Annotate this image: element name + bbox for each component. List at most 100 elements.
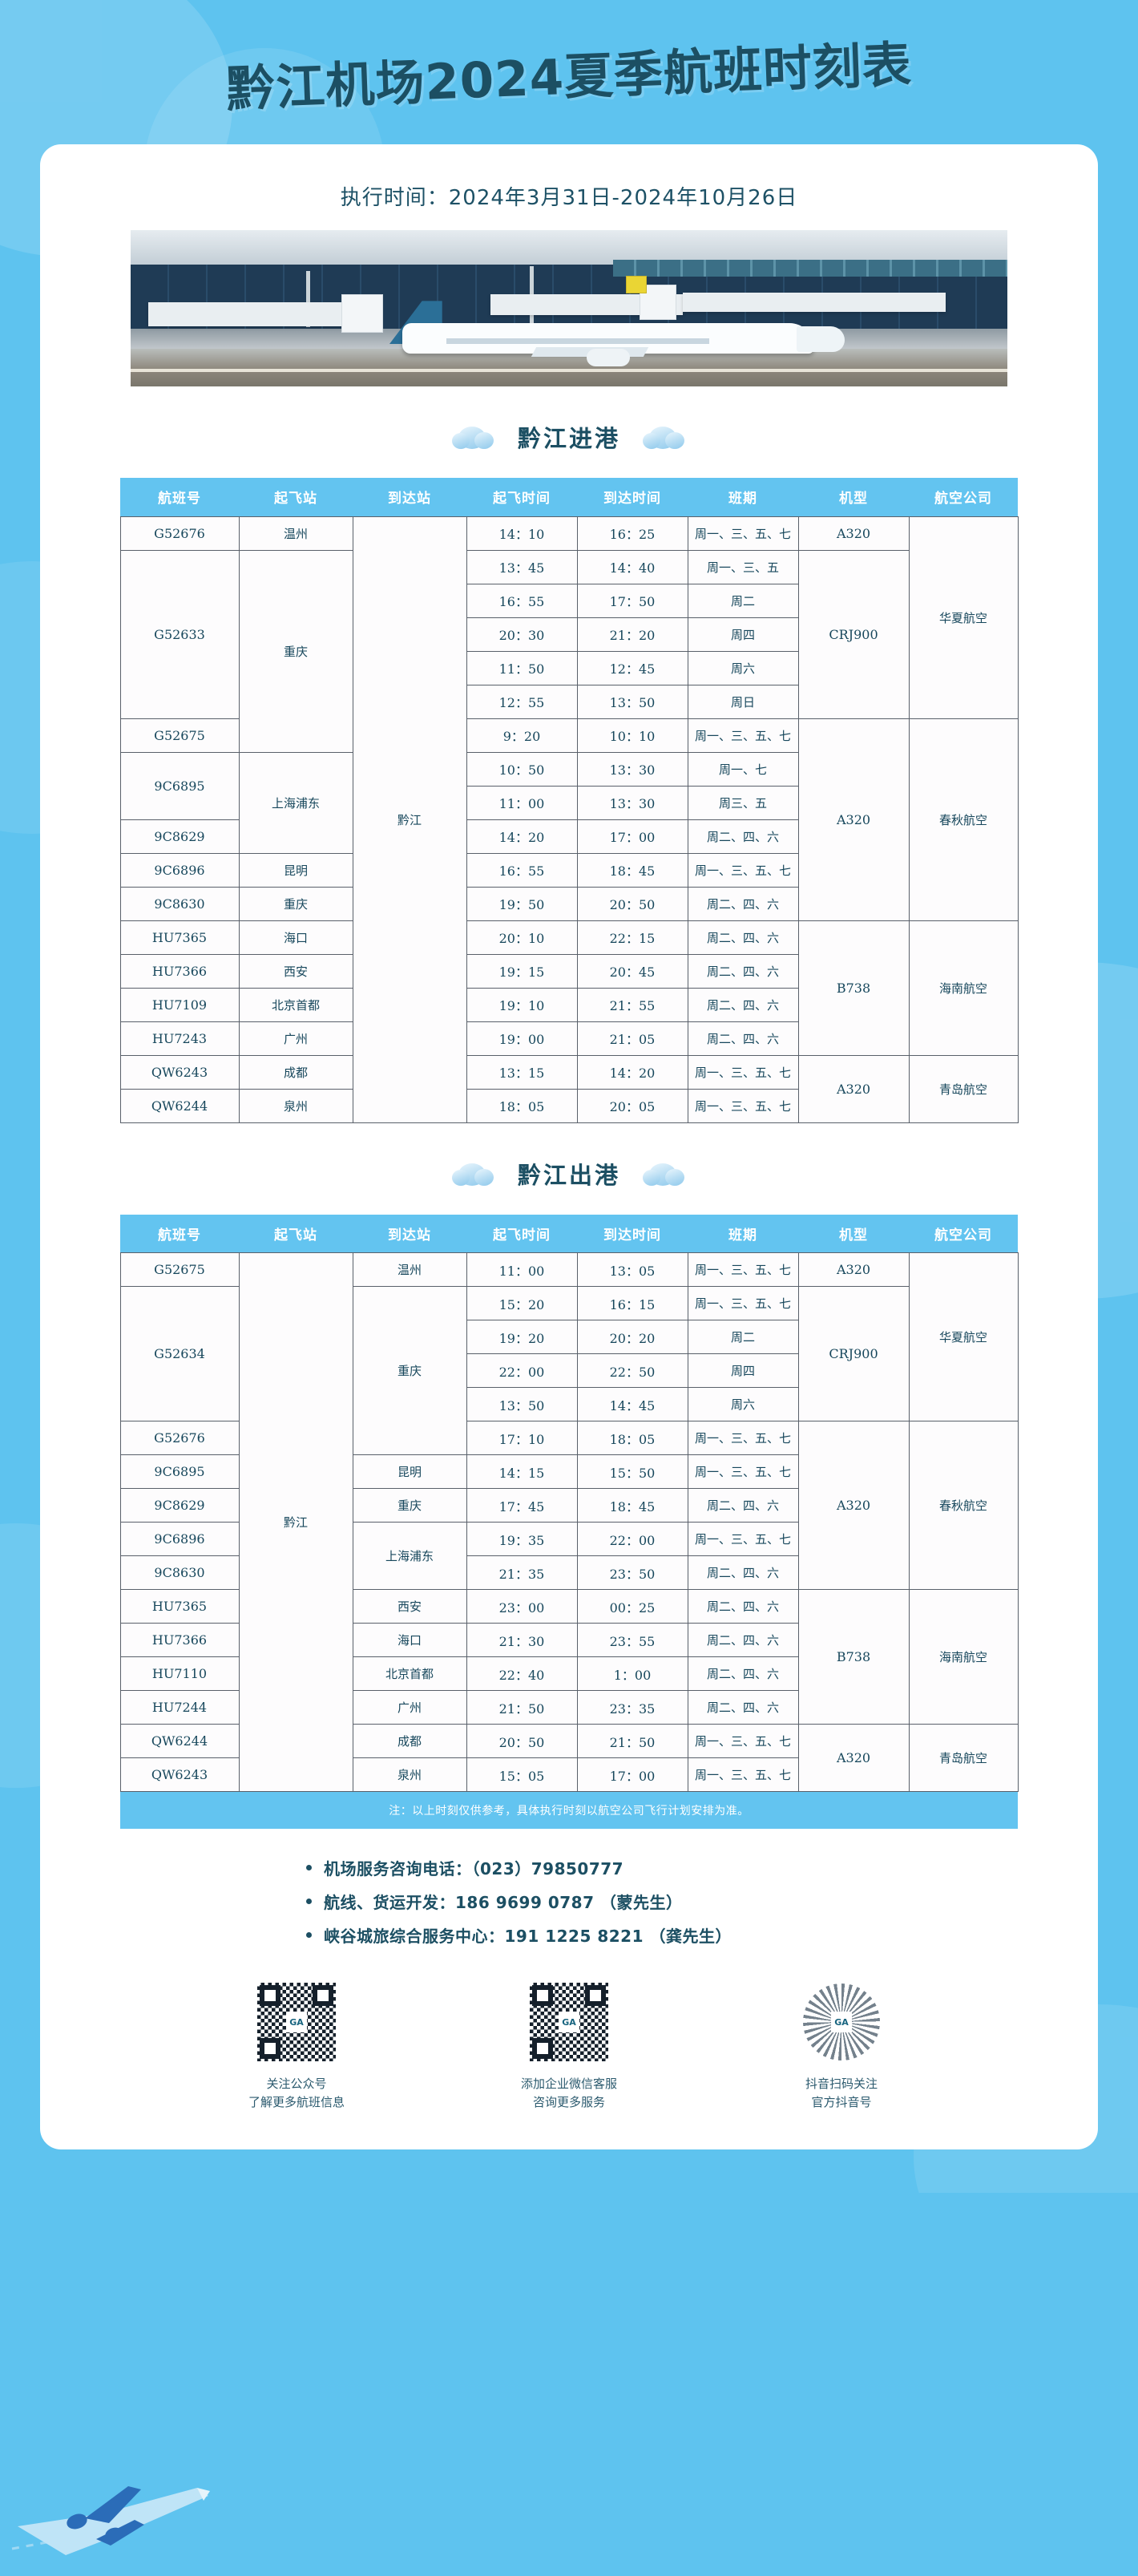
cell-to: 西安 <box>352 1589 467 1624</box>
cell-days: 周一、三、五、七 <box>687 516 799 551</box>
cell-aircraft: B738 <box>797 920 910 1056</box>
cell-days: 周日 <box>687 684 799 719</box>
cell-flight: G52676 <box>119 1421 240 1455</box>
cell-dep: 13：45 <box>466 549 578 584</box>
table-row: 9C8629 重庆 17：45 18：45 周二、四、六 <box>119 1488 1018 1523</box>
cell-dep: 19：15 <box>466 953 578 989</box>
cell-arr: 1：00 <box>576 1656 688 1691</box>
cell-arr: 16：25 <box>576 516 688 551</box>
cell-from: 泉州 <box>238 1088 353 1123</box>
cell-flight: HU7243 <box>119 1021 240 1056</box>
cell-flight: 9C8629 <box>119 819 240 854</box>
cell-dep: 19：50 <box>466 886 578 921</box>
cell-days: 周二、四、六 <box>687 886 799 921</box>
qr-code-icon[interactable]: GA <box>527 1980 611 2064</box>
cell-days: 周二 <box>687 1320 799 1354</box>
qr-caption: 关注公众号了解更多航班信息 <box>220 2075 373 2113</box>
contact-item-1: 航线、货运开发：186 9699 0787 （蒙先生） <box>305 1890 930 1913</box>
col-airline: 航空公司 <box>909 1214 1018 1253</box>
arrivals-section-title: 黔江进港 <box>40 420 1098 454</box>
table-row: HU7109 北京首都 19：10 21：55 周二、四、六 <box>119 987 1018 1022</box>
cell-to: 重庆 <box>352 1488 467 1523</box>
page-title: 黔江机场2024夏季航班时刻表 <box>225 35 914 119</box>
cell-days: 周二、四、六 <box>687 1656 799 1691</box>
cell-dep: 15：05 <box>466 1757 578 1792</box>
cell-from: 重庆 <box>238 549 353 753</box>
cell-flight: HU7110 <box>119 1656 240 1691</box>
footer-band <box>0 2149 1138 2193</box>
table-row: G52675 黔江 温州 11：00 13：05 周一、三、五、七 A320 华夏航空 <box>119 1252 1019 1792</box>
qr-caption-line1: 关注公众号 <box>266 2077 327 2091</box>
cell-to: 广州 <box>352 1690 467 1725</box>
cell-days: 周二、四、六 <box>687 953 799 989</box>
table-row: 9C8630 21：35 23：50 周二、四、六 <box>119 1555 1018 1590</box>
douyin-qr-code-icon[interactable]: GA <box>800 1980 883 2064</box>
cell-days: 周二、四、六 <box>687 819 799 854</box>
cloud-icon-right-2 <box>641 1160 688 1187</box>
table-row: HU7365 西安 23：00 00：25 周二、四、六 B738 海南航空 <box>119 1589 1019 1725</box>
qr-code-row: GA 关注公众号 了解更多航班信息 GA 添加企业微信客服 咨询更多服务 GA 抖音扫码关注官… <box>40 1980 1098 2149</box>
cell-arr: 00：25 <box>576 1589 688 1624</box>
cell-flight: 9C6895 <box>119 751 240 820</box>
col-dep-time: 起飞时间 <box>466 478 577 516</box>
cell-from: 成都 <box>238 1054 353 1090</box>
cell-arr: 14：40 <box>576 549 688 584</box>
table-row: G52675 9：20 10：10 周一、三、五、七 A320 春秋航空 <box>119 718 1019 921</box>
col-arr-time: 到达时间 <box>577 1214 688 1253</box>
table-row: 11：00 13：30 周三、五 <box>120 785 1018 820</box>
cell-flight: 9C6896 <box>119 852 240 888</box>
cell-flight: HU7109 <box>119 987 240 1022</box>
col-destination: 到达站 <box>353 478 466 516</box>
departures-section-title: 黔江出港 <box>40 1157 1098 1191</box>
cell-arr: 13：30 <box>576 785 688 820</box>
cell-days: 周一、三、五、七 <box>687 718 799 753</box>
cell-dep: 20：50 <box>466 1724 578 1758</box>
cell-dep: 22：40 <box>466 1656 578 1691</box>
cell-flight: 9C8629 <box>119 1488 240 1523</box>
cell-aircraft: CRJ900 <box>797 549 910 719</box>
cell-dep: 13：15 <box>466 1054 578 1090</box>
cell-from: 温州 <box>238 516 353 551</box>
cell-days: 周一、三、五、七 <box>687 1252 799 1287</box>
airplane-decoration-icon <box>11 2485 210 2555</box>
cell-days: 周二、四、六 <box>687 1690 799 1725</box>
cell-dep: 19：20 <box>466 1320 578 1354</box>
cell-days: 周四 <box>687 617 799 652</box>
cell-from: 上海浦东 <box>238 751 353 854</box>
arrivals-table: 航班号 起飞站 到达站 起飞时间 到达时间 班期 机型 航空公司 G52676 温… <box>119 478 1019 1123</box>
cell-arr: 23：50 <box>576 1555 688 1590</box>
cell-days: 周二、四、六 <box>687 1623 799 1657</box>
cell-aircraft: A320 <box>797 1252 910 1287</box>
cell-arr: 23：55 <box>576 1623 688 1657</box>
qr-caption-line2: 了解更多航班信息 <box>248 2095 345 2110</box>
cell-dep: 12：55 <box>466 684 578 719</box>
qr-code-icon[interactable]: GA <box>255 1980 338 2064</box>
cell-airline: 青岛航空 <box>908 1054 1019 1123</box>
table-row: QW6244 成都 20：50 21：50 周一、三、五、七 A320 青岛航空 <box>119 1724 1019 1792</box>
qr-caption-line2: 官方抖音号 <box>811 2095 872 2110</box>
cell-flight: QW6244 <box>119 1088 240 1123</box>
cloud-icon-left <box>450 423 497 451</box>
cell-dep: 20：10 <box>466 920 578 955</box>
cell-days: 周二、四、六 <box>687 987 799 1022</box>
departures-header-row: 航班号 起飞站 到达站 起飞时间 到达时间 班期 机型 航空公司 <box>120 1214 1018 1253</box>
cell-dep: 11：00 <box>466 785 578 820</box>
cell-to: 昆明 <box>352 1454 467 1489</box>
cell-to: 上海浦东 <box>352 1522 467 1590</box>
qr-caption-line1: 抖音扫码关注 <box>805 2077 878 2091</box>
cell-aircraft: A320 <box>797 718 910 921</box>
cell-days: 周三、五 <box>687 785 799 820</box>
cell-from: 昆明 <box>238 852 353 888</box>
cell-arr: 12：45 <box>576 650 688 685</box>
col-days: 班期 <box>688 1214 798 1253</box>
table-row: HU7365 海口 20：10 22：15 周二、四、六 B738 海南航空 <box>119 920 1019 1056</box>
table-row: QW6243 泉州 15：05 17：00 周一、三、五、七 <box>119 1757 1018 1792</box>
cell-from: 重庆 <box>238 886 353 921</box>
cell-arr: 21：05 <box>576 1021 688 1056</box>
cell-days: 周二、四、六 <box>687 920 799 955</box>
cell-dep: 19：35 <box>466 1522 578 1556</box>
table-row: 9C6896 昆明 16：55 18：45 周一、三、五、七 <box>119 852 1018 888</box>
cell-days: 周二、四、六 <box>687 1488 799 1523</box>
cell-arr: 20：45 <box>576 953 688 989</box>
cell-arr: 14：20 <box>576 1054 688 1090</box>
